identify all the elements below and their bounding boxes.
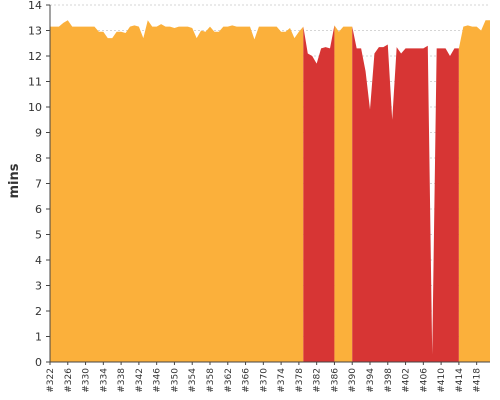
y-tick-label: 10 xyxy=(28,101,42,114)
x-tick-label: #354 xyxy=(188,368,198,393)
x-tick-label: #394 xyxy=(366,368,376,393)
y-tick-label: 5 xyxy=(35,229,42,242)
y-tick-label: 7 xyxy=(35,178,42,191)
y-tick-label: 12 xyxy=(28,50,42,63)
x-tick-label: #346 xyxy=(153,368,163,393)
y-tick-label: 8 xyxy=(35,152,42,165)
successful-builds-area xyxy=(458,20,490,363)
failed-builds-area xyxy=(303,25,335,363)
x-tick-label: #390 xyxy=(348,368,358,393)
x-tick-label: #334 xyxy=(99,368,109,393)
x-tick-label: #406 xyxy=(419,368,429,393)
x-tick-label: #350 xyxy=(170,368,180,393)
y-axis-label: mins xyxy=(7,163,22,198)
x-tick-label: #326 xyxy=(64,368,74,393)
successful-builds-area xyxy=(50,20,304,363)
y-tick-label: 14 xyxy=(28,0,42,12)
x-tick-label: #386 xyxy=(330,368,340,393)
x-tick-label: #382 xyxy=(313,368,323,393)
y-tick-label: 2 xyxy=(35,305,42,318)
y-tick-label: 4 xyxy=(35,254,42,267)
y-tick-label: 6 xyxy=(35,203,42,216)
y-tick-label: 9 xyxy=(35,127,42,140)
x-tick-label: #378 xyxy=(295,368,305,393)
x-tick-label: #374 xyxy=(277,368,287,393)
y-tick-label: 1 xyxy=(35,331,42,344)
x-tick-label: #398 xyxy=(384,368,394,393)
failed-builds-area xyxy=(352,26,459,363)
successful-builds-area xyxy=(334,25,353,363)
x-tick-label: #358 xyxy=(206,368,216,393)
x-tick-label: #366 xyxy=(242,368,252,393)
x-tick-label: #322 xyxy=(46,368,56,393)
y-tick-label: 11 xyxy=(28,76,42,89)
y-tick-label: 3 xyxy=(35,280,42,293)
x-tick-label: #362 xyxy=(224,368,234,393)
x-tick-label: #338 xyxy=(117,368,127,393)
x-tick-label: #370 xyxy=(259,368,269,393)
x-axis-ticks: #322 #326 #330 #334 #338 #342 #346 #350 #354 #358… xyxy=(46,362,483,393)
x-tick-label: #342 xyxy=(135,368,145,393)
y-tick-label: 13 xyxy=(28,25,42,38)
x-tick-label: #330 xyxy=(82,368,92,393)
x-tick-label: #410 xyxy=(437,368,447,393)
x-tick-label: #418 xyxy=(473,368,483,393)
area-series xyxy=(50,20,490,363)
y-tick-label: 0 xyxy=(35,356,42,369)
x-tick-label: #402 xyxy=(402,368,412,393)
x-tick-label: #414 xyxy=(455,368,465,393)
